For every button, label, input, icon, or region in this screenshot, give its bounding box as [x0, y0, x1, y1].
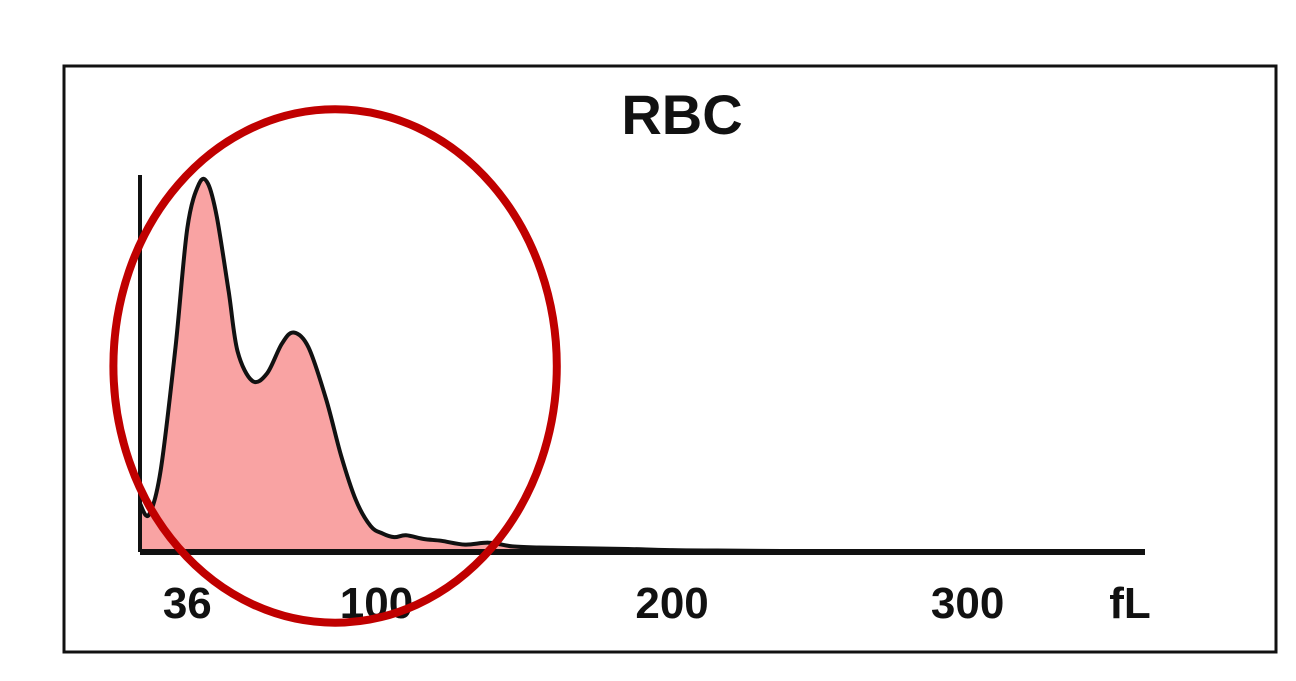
- x-tick-label-200: 200: [635, 579, 708, 628]
- x-unit-label: fL: [1109, 579, 1151, 628]
- chart-title: RBC: [621, 83, 742, 146]
- distribution-area-fill: [140, 178, 1145, 552]
- x-tick-labels: 36 100 200 300: [163, 579, 1005, 628]
- x-tick-label-300: 300: [931, 579, 1004, 628]
- highlight-ellipse: [109, 105, 561, 627]
- chart-frame: [62, 64, 1278, 654]
- x-tick-label-36: 36: [163, 579, 212, 628]
